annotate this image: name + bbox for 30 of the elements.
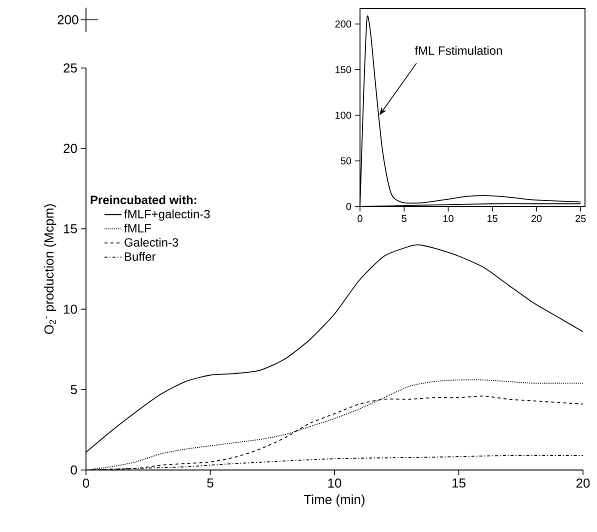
y-tick-label: 200 — [335, 20, 352, 28]
y-tick-label: 10 — [64, 304, 77, 314]
legend-label: Galectin-3 — [124, 238, 178, 247]
y-tick-label: 100 — [336, 112, 352, 119]
y-tick-label: 25 — [64, 63, 77, 73]
x-tick-label: 20 — [576, 478, 590, 488]
x-axis-title: Time (min) — [304, 494, 364, 507]
legend-title: Preincubated with: — [90, 195, 196, 204]
y-tick-label: 50 — [340, 157, 352, 164]
x-tick-label: 5 — [207, 478, 214, 488]
x-tick-label: 15 — [488, 215, 498, 222]
x-tick-label: 25 — [576, 215, 586, 222]
legend-label: fMLF — [124, 224, 151, 232]
y-tick-label: 15 — [64, 224, 77, 234]
y-tick-label: 0 — [346, 202, 352, 210]
annotation: fML Fstimulation — [414, 46, 502, 55]
legend-label: Buffer — [124, 252, 156, 261]
x-tick-label: 20 — [531, 215, 542, 222]
x-tick-label: 0 — [358, 215, 362, 222]
x-tick-label: 5 — [402, 215, 406, 222]
x-tick-label: 0 — [82, 478, 90, 488]
y-tick-label: 20 — [64, 144, 77, 153]
x-tick-label: 10 — [328, 478, 342, 488]
y-tick-label: 5 — [70, 385, 77, 394]
x-tick-label: 15 — [452, 478, 466, 488]
x-tick-label: 10 — [443, 215, 454, 222]
legend-label: fMLF+galectin-3 — [124, 210, 210, 221]
y-tick-label: 0 — [70, 465, 77, 475]
y-axis-title: O$_{2}$$^{-}$ production (Mcpm) — [44, 204, 56, 334]
y-tick-label: 150 — [336, 66, 352, 74]
